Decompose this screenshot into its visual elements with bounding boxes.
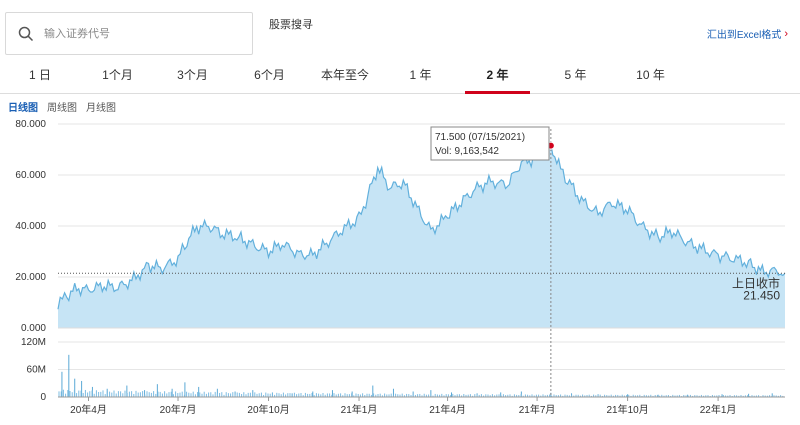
chart-type-tabs: 日线图 周线图 月线图	[8, 99, 116, 114]
tab-range-7[interactable]: 5 年	[564, 68, 587, 82]
tab-chart-type-2[interactable]: 月线图	[86, 103, 116, 114]
tab-range-4[interactable]: 本年至今	[320, 68, 369, 82]
volume-tick-label: 0	[40, 392, 46, 403]
price-tick-label: 80.000	[15, 119, 46, 130]
tooltip-box	[430, 126, 550, 161]
export-excel-link[interactable]: 汇出到Excel格式 ›	[706, 26, 788, 42]
tab-chart-type-1[interactable]: 周线图	[47, 103, 77, 114]
tab-chart-type-0[interactable]: 日线图	[8, 103, 38, 114]
search-input[interactable]	[44, 27, 224, 40]
previous-close-label: 上日收市	[732, 275, 780, 290]
x-tick-label: 21年10月	[606, 403, 648, 416]
price-tick-label: 0.000	[21, 323, 46, 334]
tab-range-0[interactable]: 1 日	[28, 68, 51, 82]
price-area	[58, 144, 785, 328]
export-excel-label: 汇出到Excel格式	[706, 30, 782, 41]
tooltip-volume: Vol: 9,163,542	[435, 146, 499, 157]
volume-tick-label: 120M	[21, 337, 46, 348]
search-box[interactable]	[5, 12, 253, 55]
tab-range-2[interactable]: 3个月	[177, 68, 208, 82]
x-tick-label: 20年7月	[160, 403, 197, 416]
price-tick-label: 60.000	[15, 170, 46, 181]
search-icon	[18, 26, 34, 41]
tooltip-marker	[546, 141, 555, 150]
volume-tick-label: 60M	[27, 365, 46, 376]
chevron-right-icon: ›	[784, 27, 788, 40]
x-tick-label: 20年4月	[70, 403, 107, 416]
tab-range-1[interactable]: 1个月	[102, 68, 133, 82]
price-line	[57, 143, 786, 310]
price-tick-label: 20.000	[15, 272, 46, 283]
price-tick-label: 40.000	[15, 221, 46, 232]
tooltip-price: 71.500 (07/15/2021)	[435, 132, 525, 143]
x-tick-label: 21年4月	[429, 403, 466, 416]
stock-search-link[interactable]: 股票搜寻	[269, 19, 313, 31]
x-tick-label: 22年1月	[700, 403, 737, 416]
tab-range-6[interactable]: 2 年	[465, 60, 530, 94]
x-tick-label: 21年1月	[341, 403, 378, 416]
x-tick-label: 20年10月	[247, 403, 289, 416]
previous-close-value: 21.450	[743, 288, 780, 302]
tab-range-8[interactable]: 10 年	[636, 68, 665, 82]
tab-range-5[interactable]: 1 年	[409, 68, 432, 82]
tab-range-3[interactable]: 6个月	[254, 68, 285, 82]
range-tabs: 1 日 1个月 3个月 6个月 本年至今 1 年 2 年 5 年 10 年	[0, 60, 800, 94]
x-tick-label: 21年7月	[519, 403, 556, 416]
